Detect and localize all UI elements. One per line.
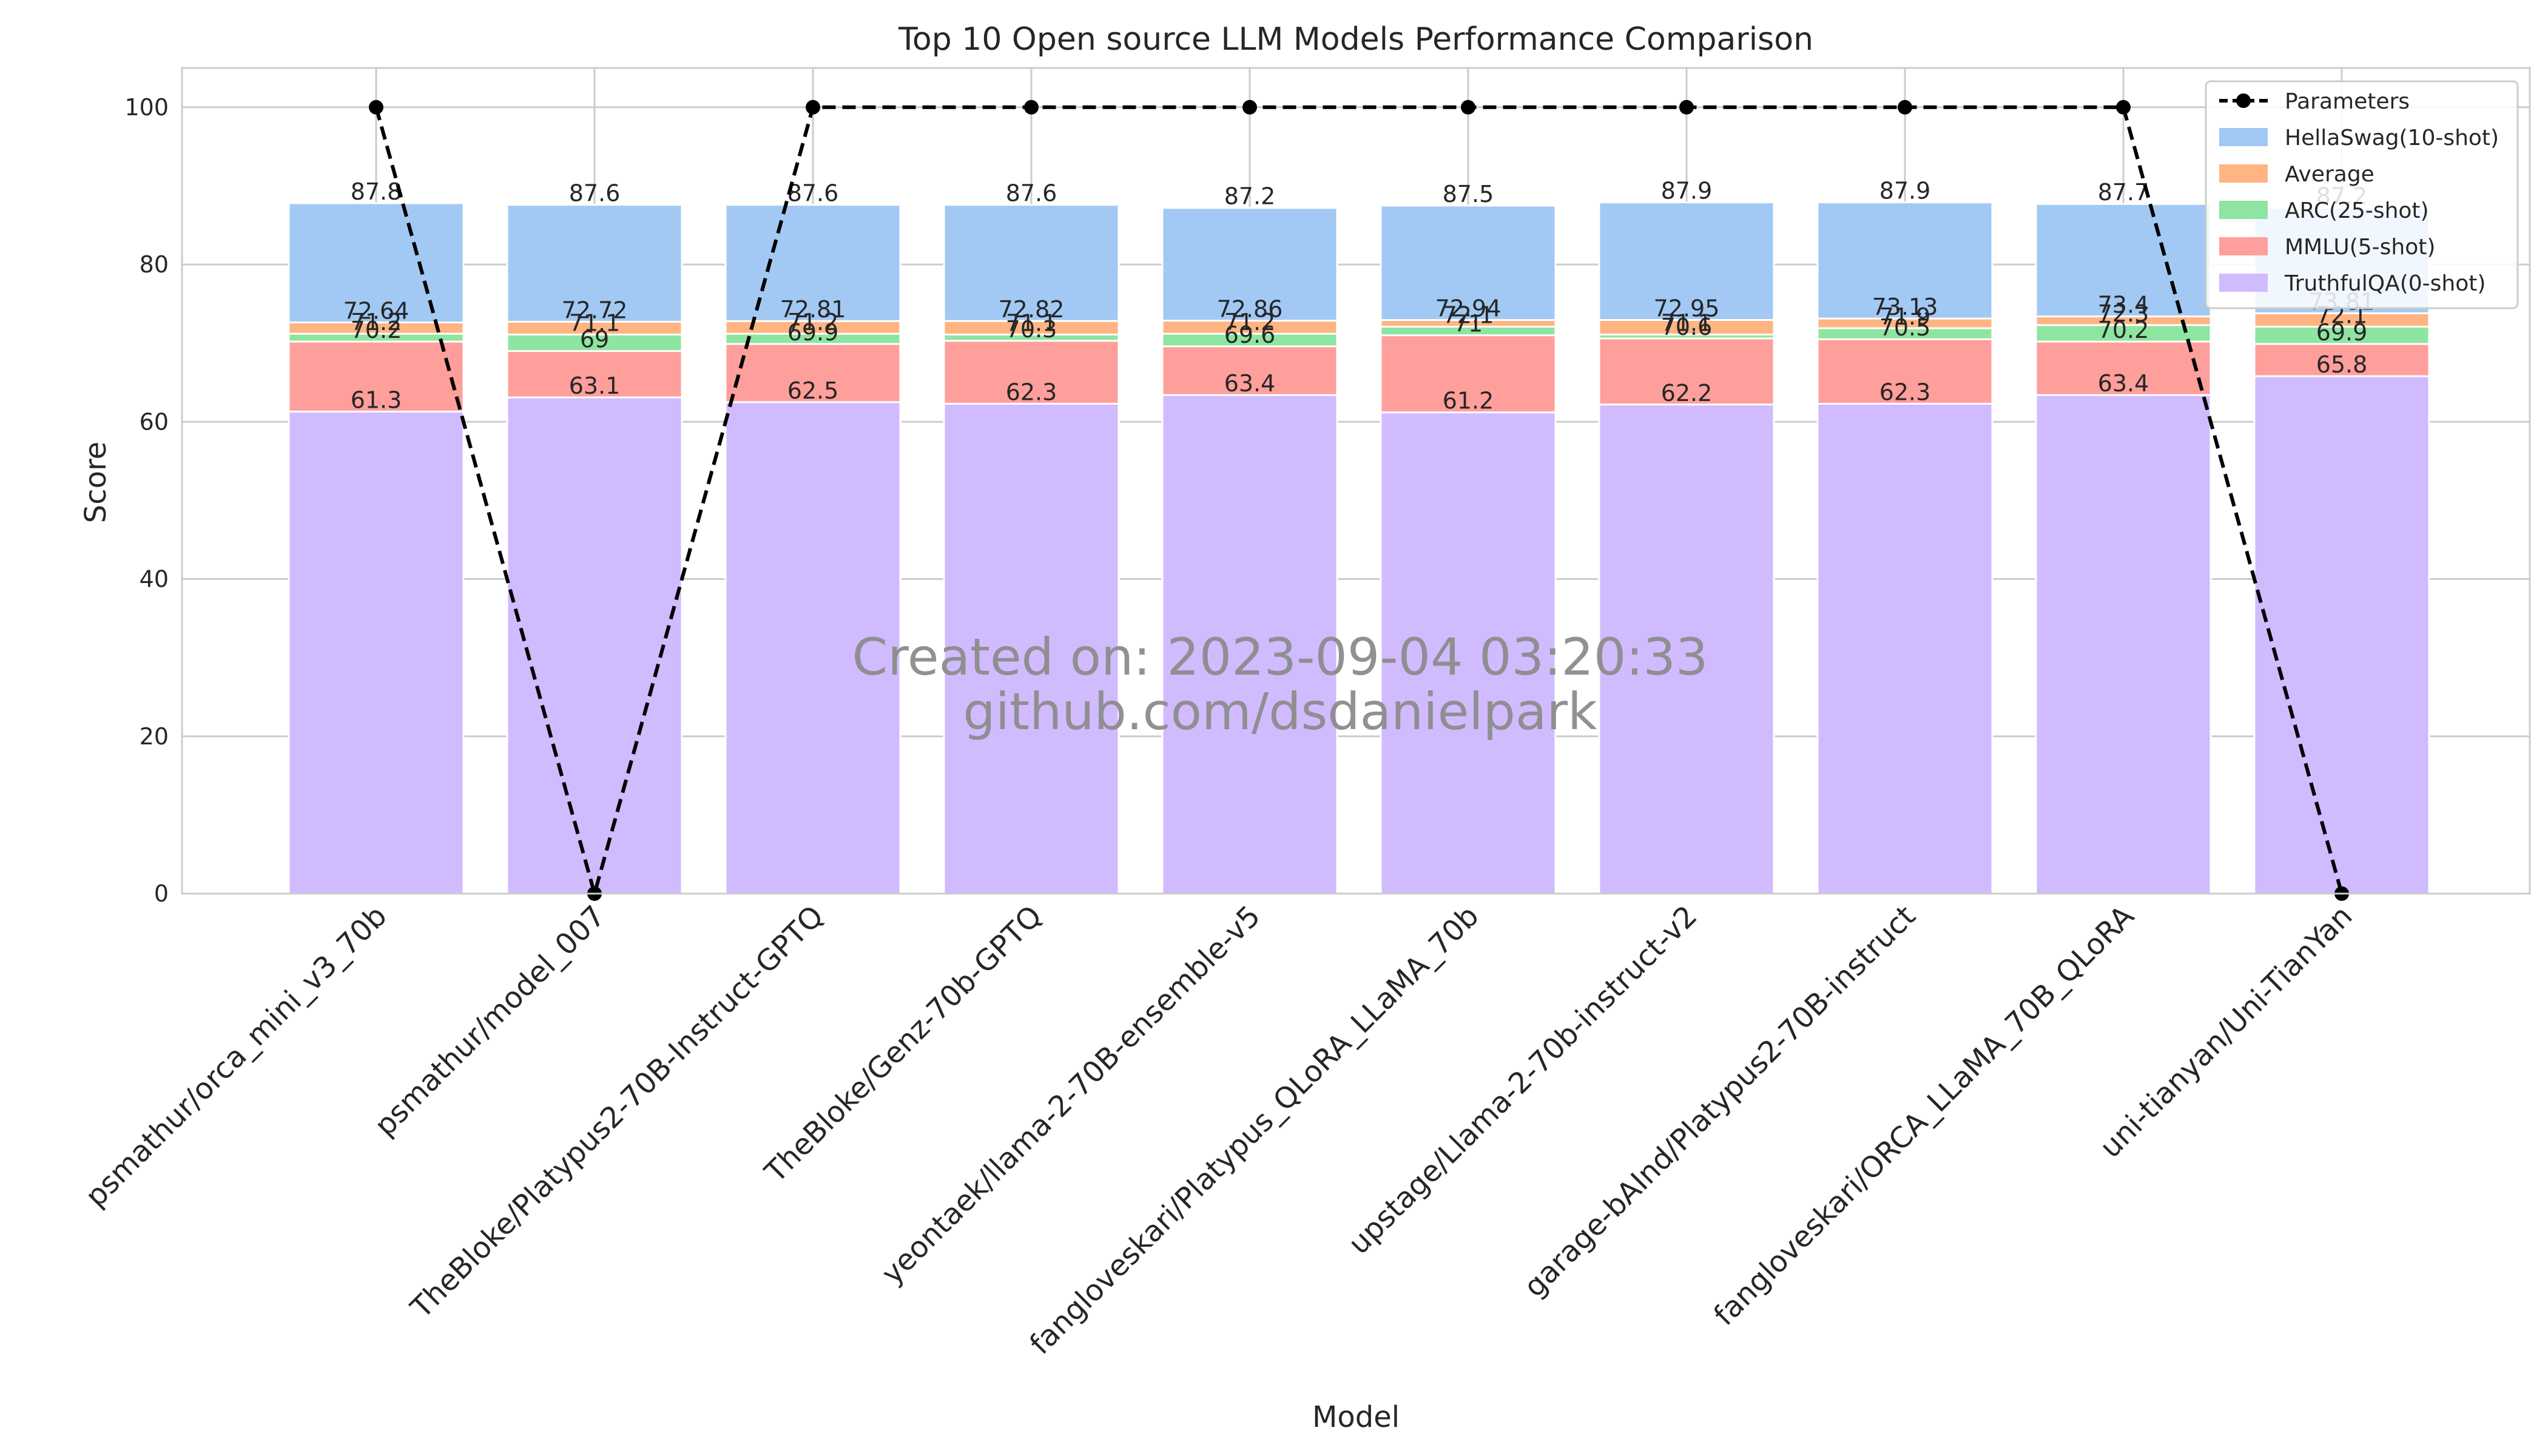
bar-value-label: 73.13 [1872,294,1938,320]
bar-value-label: 62.3 [1879,379,1931,405]
bar [1161,394,1338,895]
bar-value-label: 61.3 [351,386,402,413]
legend-swatch [2219,274,2268,292]
bar-value-label: 72.1 [1443,302,1494,328]
parameters-point [806,99,820,115]
bar-value-label: 71.1 [1661,309,1713,336]
legend-label: MMLU(5-shot) [2285,235,2435,260]
bar [288,410,465,895]
watermark-github: github.com/dsdanielpark [963,682,1597,741]
bar-value-label: 87.9 [1661,178,1713,204]
bar-value-label: 87.2 [1224,183,1276,210]
legend-label: TruthfulQA(0-shot) [2284,271,2486,296]
legend-swatch [2219,128,2268,146]
x-axis-label: Model [1312,1400,1400,1434]
legend: Parameters HellaSwag(10-shot) Average ARC(2… [2205,80,2519,309]
legend-label: HellaSwag(10-shot) [2285,126,2499,150]
bar [506,396,683,895]
y-tick-label: 100 [124,94,169,121]
bar-value-label: 63.4 [1224,370,1276,397]
bar-value-label: 71.2 [787,309,839,335]
bar-value-label: 69 [580,326,609,353]
legend-swatch [2219,237,2268,255]
bar-value-label: 71.2 [351,309,402,335]
bar-value-label: 72.81 [780,296,846,323]
y-tick-label: 20 [140,723,169,750]
watermark-created-on: Created on: 2023-09-04 03:20:33 [852,627,1708,687]
bar [1816,402,1994,895]
bar-value-label: 62.5 [787,377,839,404]
bar-value-label: 71.9 [1879,303,1931,330]
bar-value-label: 62.2 [1661,380,1713,406]
bar-value-label: 69.9 [2316,319,2368,346]
bar-value-label: 72.95 [1654,295,1720,322]
y-tick-label: 40 [140,566,169,593]
bar-value-label: 61.2 [1443,388,1494,414]
bar-value-label: 63.1 [569,372,621,399]
parameters-line-path [374,105,2344,901]
parameters-point [369,99,383,115]
bar-value-label: 70.2 [2098,317,2149,343]
parameters-point [1024,99,1039,115]
bar-value-label: 73.4 [2098,292,2149,318]
bar-value-label: 70.2 [351,317,402,343]
legend-label: Average [2285,162,2374,187]
bar-value-label: 87.6 [1006,180,1057,207]
bar [1598,403,1775,895]
bar-value-label: 62.3 [1006,379,1057,405]
bar [2253,375,2430,895]
bar-value-label: 87.5 [1443,181,1494,207]
legend-swatch-marker [2236,93,2251,108]
data-labels: 87.872.6471.270.261.387.672.7271.16963.1… [343,178,2375,414]
chart-title: Top 10 Open source LLM Models Performanc… [898,21,1813,58]
bar-value-label: 70.5 [1879,314,1931,341]
legend-swatch [2219,201,2268,219]
parameters-point [2116,99,2131,115]
bar-value-label: 71.2 [1224,309,1276,335]
y-axis-ticks: 0 20 40 60 80 100 [124,94,169,907]
bar-value-label: 69.6 [1224,322,1276,348]
y-axis-label: Score [79,442,113,523]
y-tick-label: 60 [140,408,169,435]
y-tick-label: 80 [140,251,169,278]
bar-value-label: 72.86 [1217,296,1283,323]
legend-label: Parameters [2285,89,2410,114]
plot-frame [181,67,2531,895]
bar-value-label: 87.7 [2098,179,2149,206]
bar-value-label: 69.9 [787,319,839,346]
bar-value-label: 87.6 [787,180,839,207]
bar-value-label: 72.72 [562,297,628,323]
parameters-point [1461,99,1475,115]
bar-value-label: 71 [1454,311,1483,337]
bar-value-label: 87.9 [1879,178,1931,204]
bars [288,201,2430,895]
y-tick-label: 0 [154,880,169,907]
bar [943,402,1120,895]
bar [2035,394,2212,895]
bar-value-label: 72.82 [999,296,1065,323]
legend-label: ARC(25-shot) [2285,198,2429,223]
bar-value-label: 71.1 [569,309,621,336]
parameters-point [1898,99,1912,115]
parameters-point [1242,99,1257,115]
bar-value-label: 87.8 [351,178,402,205]
bar [724,401,902,895]
bar-value-label: 72.64 [343,297,410,324]
bar [1380,411,1557,895]
bar-value-label: 65.8 [2316,351,2368,378]
parameters-point [1679,99,1694,115]
bar-value-label: 72.94 [1435,295,1502,322]
bar-value-label: 72.3 [2098,300,2149,327]
bar-value-label: 87.6 [569,180,621,207]
legend-swatch [2219,164,2268,183]
parameters-line [369,99,2349,901]
bar-value-label: 70.6 [1661,314,1713,340]
bar-value-label: 63.4 [2098,370,2149,397]
bar-value-label: 70.3 [1006,316,1057,343]
bar-value-label: 71.1 [1006,309,1057,336]
legend-box [2205,80,2519,309]
